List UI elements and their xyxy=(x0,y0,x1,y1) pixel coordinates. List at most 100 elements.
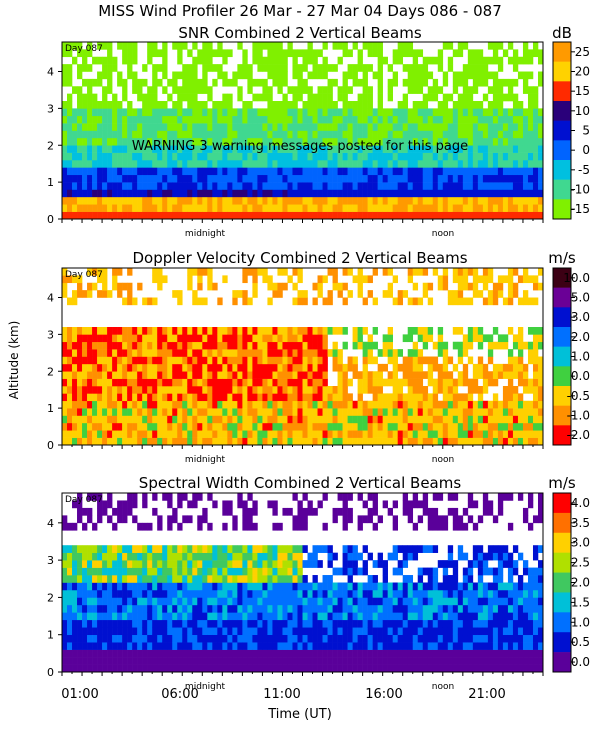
heatmap-cell xyxy=(457,393,464,402)
heatmap-cell xyxy=(432,115,439,124)
heatmap-cell xyxy=(492,71,499,80)
heatmap-cell xyxy=(292,211,298,220)
heatmap-cell xyxy=(362,545,368,553)
heatmap-cell xyxy=(257,415,263,424)
heatmap-cell xyxy=(277,56,283,65)
heatmap-cell xyxy=(317,334,323,343)
heatmap-cell xyxy=(357,282,363,291)
heatmap-cell xyxy=(212,422,218,431)
heatmap-cell xyxy=(62,400,68,409)
heatmap-cell xyxy=(512,145,519,153)
heatmap-cell xyxy=(157,174,163,183)
heatmap-cell xyxy=(357,137,363,146)
heatmap-cell xyxy=(237,627,243,636)
heatmap-cell xyxy=(392,430,398,438)
heatmap-cell xyxy=(467,415,474,424)
heatmap-cell xyxy=(457,182,464,190)
heatmap-cell xyxy=(142,619,148,628)
heatmap-cell xyxy=(222,500,228,509)
heatmap-cell xyxy=(407,49,414,58)
heatmap-cell xyxy=(182,341,188,350)
heatmap-cell xyxy=(92,356,98,365)
heatmap-cell xyxy=(177,619,183,628)
heatmap-cell xyxy=(172,167,178,176)
heatmap-cell xyxy=(382,123,388,131)
heatmap-cell xyxy=(427,211,434,220)
heatmap-cell xyxy=(187,137,193,146)
heatmap-cell xyxy=(112,589,118,598)
heatmap-cell xyxy=(387,356,393,365)
heatmap-cell xyxy=(387,78,393,87)
heatmap-cell xyxy=(217,371,223,379)
colorbar-segment xyxy=(553,120,571,141)
heatmap-cell xyxy=(72,422,78,431)
heatmap-cell xyxy=(377,363,383,372)
heatmap-cell xyxy=(72,597,78,606)
heatmap-cell xyxy=(102,174,108,183)
heatmap-cell xyxy=(377,182,383,190)
heatmap-cell xyxy=(182,152,188,161)
heatmap-cell xyxy=(422,196,429,205)
heatmap-cell xyxy=(182,552,188,561)
heatmap-cell xyxy=(212,378,218,387)
heatmap-cell xyxy=(257,627,263,636)
heatmap-cell xyxy=(442,349,449,357)
heatmap-cell xyxy=(527,152,534,161)
heatmap-cell xyxy=(122,393,128,402)
heatmap-cell xyxy=(527,71,534,80)
heatmap-cell xyxy=(347,268,353,276)
heatmap-cell xyxy=(322,341,328,350)
heatmap-cell xyxy=(87,182,93,190)
heatmap-cell xyxy=(162,152,168,161)
heatmap-cell xyxy=(432,123,439,131)
heatmap-cell xyxy=(292,86,298,94)
heatmap-cell xyxy=(207,582,213,591)
heatmap-cell xyxy=(237,189,243,198)
heatmap-cell xyxy=(87,130,93,139)
heatmap-cell xyxy=(97,415,103,424)
heatmap-cell xyxy=(162,545,168,553)
heatmap-cell xyxy=(447,167,454,176)
heatmap-cell xyxy=(427,408,434,416)
heatmap-cell xyxy=(247,137,253,146)
heatmap-cell xyxy=(292,589,298,598)
heatmap-cell xyxy=(162,386,168,394)
heatmap-cell xyxy=(192,78,198,87)
heatmap-cell xyxy=(297,664,303,673)
heatmap-cell xyxy=(267,101,273,109)
heatmap-cell xyxy=(517,123,524,131)
heatmap-cell xyxy=(392,386,398,394)
heatmap-cell xyxy=(232,567,238,576)
heatmap-cell xyxy=(222,589,228,598)
heatmap-cell xyxy=(167,422,173,431)
heatmap-cell xyxy=(147,545,153,553)
heatmap-cell xyxy=(352,123,358,131)
heatmap-cell xyxy=(492,108,499,117)
heatmap-cell xyxy=(157,408,163,416)
heatmap-cell xyxy=(67,627,73,636)
heatmap-cell xyxy=(82,211,88,220)
heatmap-cell xyxy=(447,160,454,168)
heatmap-cell xyxy=(237,386,243,394)
heatmap-cell xyxy=(197,160,203,168)
heatmap-cell xyxy=(407,430,414,438)
heatmap-cell xyxy=(517,363,524,372)
heatmap-cell xyxy=(312,408,318,416)
heatmap-cell xyxy=(117,71,123,80)
heatmap-cell xyxy=(157,123,163,131)
heatmap-cell xyxy=(177,408,183,416)
heatmap-cell xyxy=(222,619,228,628)
heatmap-cell xyxy=(332,189,338,198)
heatmap-cell xyxy=(197,515,203,524)
heatmap-cell xyxy=(157,275,163,284)
heatmap-cell xyxy=(212,649,218,658)
heatmap-cell xyxy=(412,189,419,198)
heatmap-cell xyxy=(247,493,253,501)
heatmap-cell xyxy=(162,356,168,365)
heatmap-cell xyxy=(132,393,138,402)
heatmap-cell xyxy=(357,582,363,591)
heatmap-cell xyxy=(62,612,68,621)
heatmap-cell xyxy=(447,115,454,124)
heatmap-cell xyxy=(162,160,168,168)
heatmap-cell xyxy=(427,123,434,131)
